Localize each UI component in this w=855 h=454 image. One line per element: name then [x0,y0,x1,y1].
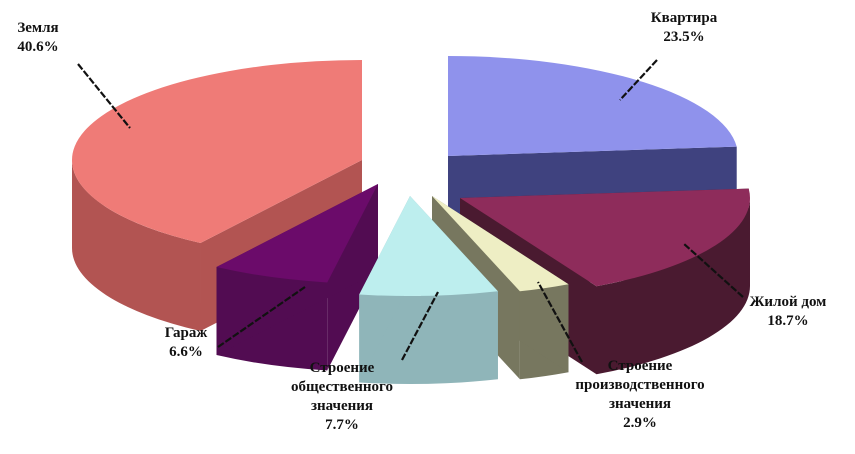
slice-label: Жилой дом 18.7% [750,294,827,329]
pie-slice [216,184,378,371]
slice-label-line: Земля [17,20,58,36]
slice-label-line: 6.6% [169,344,203,360]
leader-line [537,281,583,363]
slice-label: Строение общественного значения 7.7% [291,360,393,433]
pie-slice-top [359,196,498,296]
leader-line [682,242,744,298]
slice-label-line: Квартира [651,10,718,26]
pie-slice [359,196,498,384]
slice-label-line: Строение [608,358,673,374]
pie-slice-top [448,56,737,156]
slice-label-line: 18.7% [767,313,808,329]
slice-label-line: 23.5% [663,29,704,45]
slice-label: Гараж 6.6% [165,325,208,360]
slice-label-line: производственного [575,377,704,393]
slice-label: Земля 40.6% [17,20,58,55]
slice-label-line: Жилой дом [750,294,827,310]
slice-label-line: Строение [310,360,375,376]
pie-slice-side [72,160,201,332]
slice-label: Квартира 23.5% [651,10,718,45]
pie-slice-top [216,184,378,283]
slice-label-line: 7.7% [325,417,359,433]
pie-slice-top [432,196,569,292]
slice-label-line: 40.6% [17,39,58,55]
slice-label-line: Гараж [165,325,208,341]
leader-line [77,63,131,129]
leader-line [401,291,439,361]
pie-slice-top [71,59,362,244]
leader-line [619,59,658,101]
pie-slice-side [596,198,750,375]
slice-label-line: общественного [291,379,393,395]
slice-label: Строение производственного значения 2.9% [575,358,704,431]
pie-slice-top [460,188,750,287]
slice-label-line: значения [311,398,373,414]
slice-label-line: значения [609,396,671,412]
slice-label-line: 2.9% [623,415,657,431]
